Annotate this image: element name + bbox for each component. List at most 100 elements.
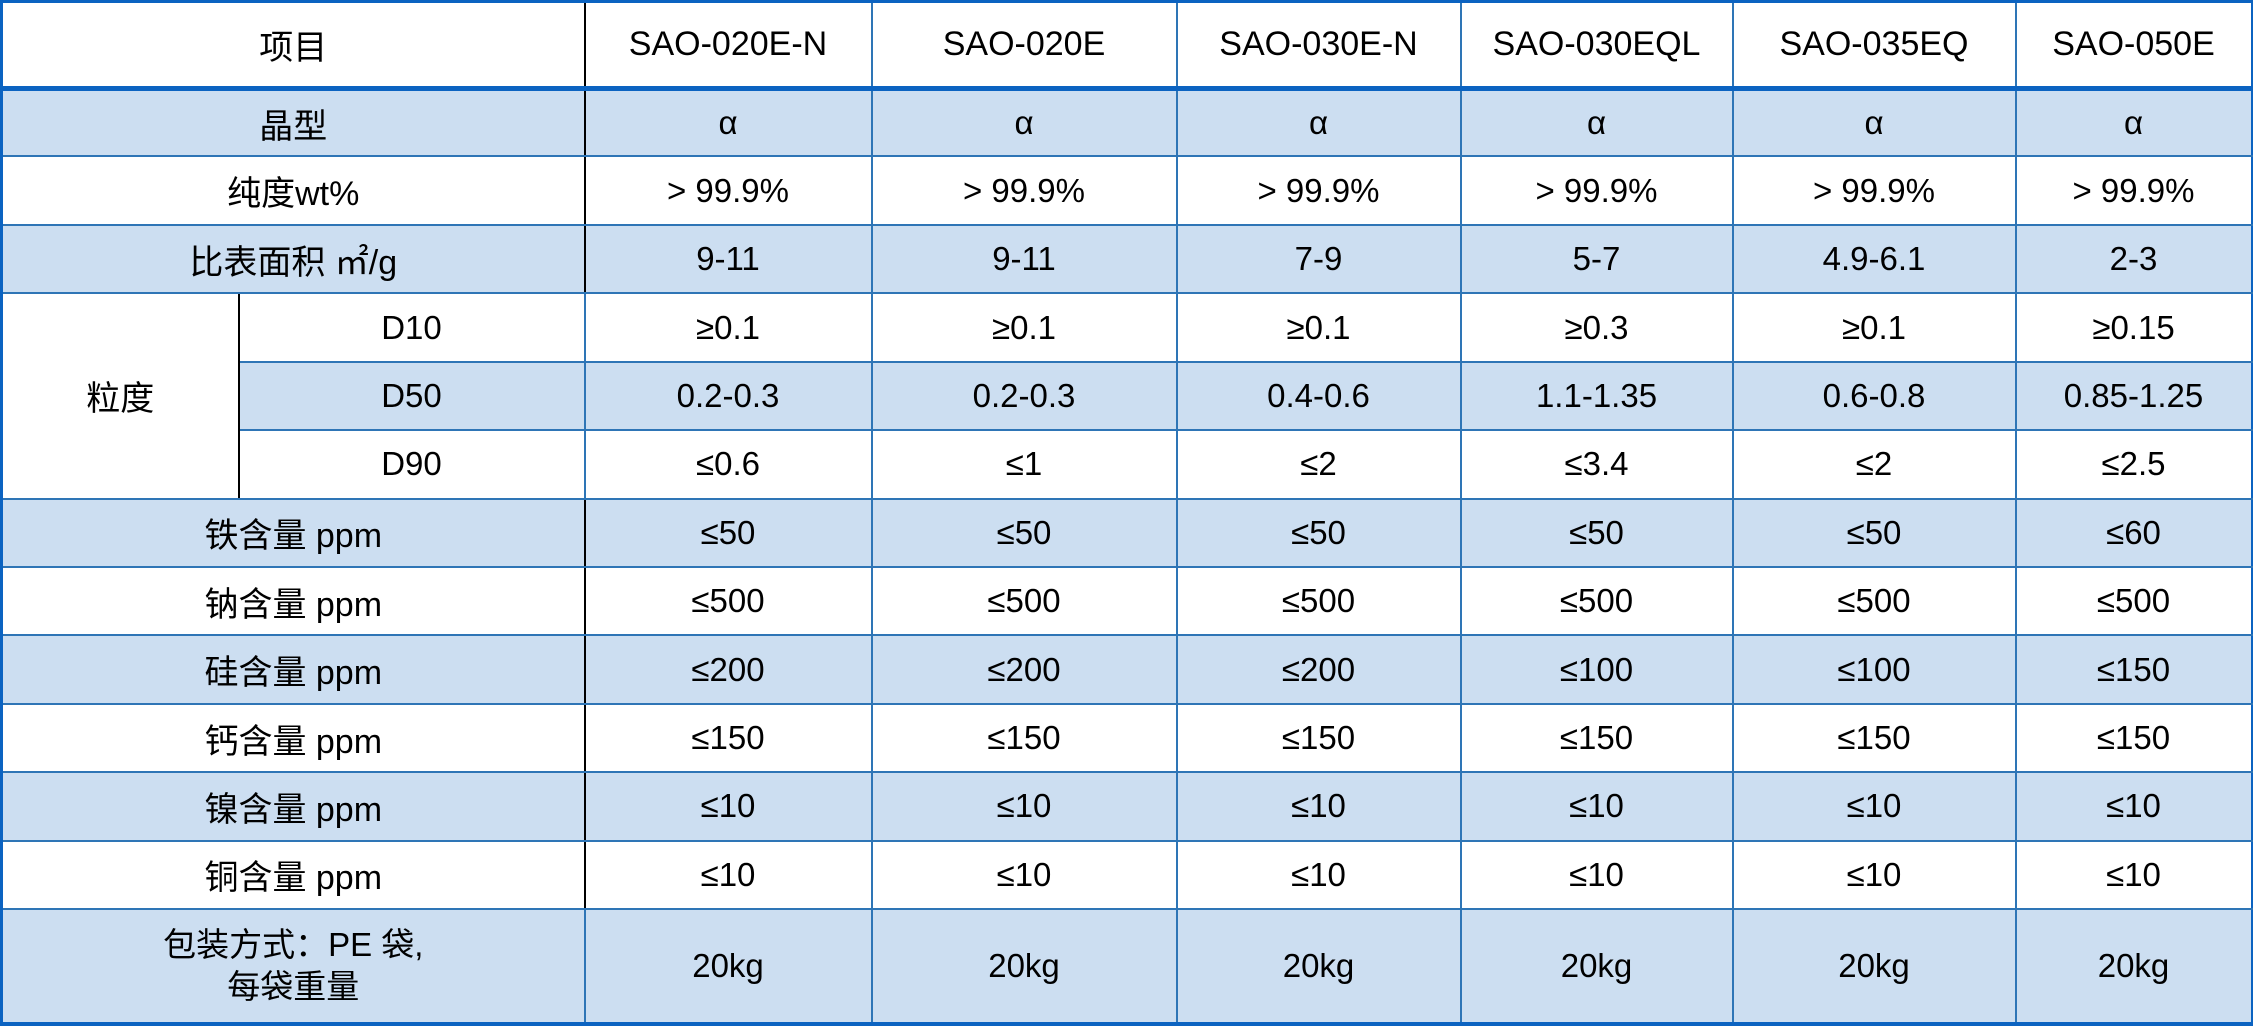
- spec-cell: ≤10: [2014, 771, 2253, 842]
- spec-cell: ≤2: [1731, 429, 2017, 500]
- spec-cell: ≤10: [583, 839, 873, 911]
- spec-cell: ≤500: [1731, 565, 2017, 637]
- spec-cell: ≤150: [2014, 634, 2253, 705]
- spec-cell: ≤60: [2014, 497, 2253, 569]
- spec-cell: ≤10: [1175, 839, 1462, 911]
- spec-cell: > 99.9%: [1459, 155, 1734, 226]
- row-iron-content: 铁含量 ppm ≤50 ≤50 ≤50 ≤50 ≤50 ≤60: [0, 497, 2253, 569]
- packaging-label-line1: 包装方式：PE 袋,: [163, 925, 424, 963]
- row-crystal-type: 晶型 α α α α α α: [0, 87, 2253, 158]
- row-label: 纯度wt%: [0, 155, 586, 226]
- spec-cell: ≤100: [1731, 634, 2017, 705]
- row-label: 铜含量 ppm: [0, 839, 586, 911]
- spec-cell: ≤500: [870, 565, 1178, 637]
- spec-cell: ≤10: [1731, 771, 2017, 842]
- spec-cell: ≤500: [2014, 565, 2253, 637]
- row-label: 钠含量 ppm: [0, 565, 586, 637]
- spec-cell: ≤10: [2014, 839, 2253, 911]
- spec-cell: ≥0.1: [583, 292, 873, 363]
- row-purity: 纯度wt% > 99.9% > 99.9% > 99.9% > 99.9% > …: [0, 155, 2253, 226]
- row-nickel-content: 镍含量 ppm ≤10 ≤10 ≤10 ≤10 ≤10 ≤10: [0, 771, 2253, 842]
- row-calcium-content: 钙含量 ppm ≤150 ≤150 ≤150 ≤150 ≤150 ≤150: [0, 702, 2253, 774]
- spec-cell: ≤10: [870, 771, 1178, 842]
- spec-cell: ≤50: [1731, 497, 2017, 569]
- spec-cell: ≤500: [583, 565, 873, 637]
- row-copper-content: 铜含量 ppm ≤10 ≤10 ≤10 ≤10 ≤10 ≤10: [0, 839, 2253, 911]
- spec-cell: ≤2.5: [2014, 429, 2253, 500]
- spec-cell: 20kg: [870, 908, 1178, 1026]
- row-packaging: 包装方式：PE 袋, 每袋重量 20kg 20kg 20kg 20kg 20kg…: [0, 908, 2253, 1026]
- spec-cell: 9-11: [870, 223, 1178, 295]
- spec-cell: α: [1731, 87, 2017, 158]
- spec-cell: > 99.9%: [1175, 155, 1462, 226]
- spec-cell: > 99.9%: [1731, 155, 2017, 226]
- spec-cell: ≤10: [1731, 839, 2017, 911]
- spec-cell: ≥0.3: [1459, 292, 1734, 363]
- column-header-sao-035eq: SAO-035EQ: [1731, 0, 2017, 91]
- spec-cell: ≤150: [1175, 702, 1462, 774]
- row-particle-d50: D50 0.2-0.3 0.2-0.3 0.4-0.6 1.1-1.35 0.6…: [2, 360, 2253, 432]
- sub-row-label-d10: D10: [237, 292, 586, 363]
- row-surface-area: 比表面积 ㎡/g 9-11 9-11 7-9 5-7 4.9-6.1 2-3: [0, 223, 2253, 295]
- spec-cell: 1.1-1.35: [1459, 360, 1734, 432]
- spec-cell: ≤3.4: [1459, 429, 1734, 500]
- spec-cell: ≤10: [1175, 771, 1462, 842]
- column-header-sao-020e-n: SAO-020E-N: [583, 0, 873, 91]
- spec-cell: ≤10: [870, 839, 1178, 911]
- spec-cell: 4.9-6.1: [1731, 223, 2017, 295]
- spec-cell: ≤150: [1459, 702, 1734, 774]
- spec-cell: ≤100: [1459, 634, 1734, 705]
- spec-cell: 2-3: [2014, 223, 2253, 295]
- spec-cell: ≤0.6: [583, 429, 873, 500]
- spec-cell: ≤150: [2014, 702, 2253, 774]
- spec-cell: ≥0.15: [2014, 292, 2253, 363]
- spec-cell: ≤150: [1731, 702, 2017, 774]
- spec-cell: 20kg: [2014, 908, 2253, 1026]
- particle-size-label: 粒度: [0, 292, 240, 500]
- spec-cell: 9-11: [583, 223, 873, 295]
- spec-cell: 0.85-1.25: [2014, 360, 2253, 432]
- spec-cell: ≤200: [583, 634, 873, 705]
- row-silicon-content: 硅含量 ppm ≤200 ≤200 ≤200 ≤100 ≤100 ≤150: [0, 634, 2253, 705]
- spec-cell: 20kg: [1731, 908, 2017, 1026]
- spec-cell: ≤500: [1459, 565, 1734, 637]
- header-item-cell: 项目: [0, 0, 586, 91]
- column-header-sao-050e: SAO-050E: [2014, 0, 2253, 91]
- spec-cell: ≤200: [1175, 634, 1462, 705]
- spec-cell: α: [1175, 87, 1462, 158]
- spec-cell: ≤50: [870, 497, 1178, 569]
- spec-cell: ≤1: [870, 429, 1178, 500]
- spec-cell: 5-7: [1459, 223, 1734, 295]
- row-sodium-content: 钠含量 ppm ≤500 ≤500 ≤500 ≤500 ≤500 ≤500: [0, 565, 2253, 637]
- spec-cell: 20kg: [583, 908, 873, 1026]
- spec-cell: α: [2014, 87, 2253, 158]
- row-particle-d10: 粒度 D10 ≥0.1 ≥0.1 ≥0.1 ≥0.3 ≥0.1 ≥0.15: [0, 292, 2253, 500]
- spec-cell: > 99.9%: [583, 155, 873, 226]
- spec-cell: α: [1459, 87, 1734, 158]
- packaging-label-line2: 每袋重量: [227, 968, 360, 1006]
- spec-cell: 0.2-0.3: [870, 360, 1178, 432]
- column-header-sao-030e-n: SAO-030E-N: [1175, 0, 1462, 91]
- spec-cell: 0.6-0.8: [1731, 360, 2017, 432]
- sub-row-label-d50: D50: [237, 360, 586, 432]
- spec-cell: 0.2-0.3: [583, 360, 873, 432]
- spec-cell: ≤150: [870, 702, 1178, 774]
- spec-cell: ≤10: [1459, 771, 1734, 842]
- spec-cell: 7-9: [1175, 223, 1462, 295]
- spec-cell: ≤500: [1175, 565, 1462, 637]
- spec-cell: α: [583, 87, 873, 158]
- row-label: 硅含量 ppm: [0, 634, 586, 705]
- spec-cell: > 99.9%: [870, 155, 1178, 226]
- spec-cell: > 99.9%: [2014, 155, 2253, 226]
- column-header-sao-020e: SAO-020E: [870, 0, 1178, 91]
- spec-cell: ≤50: [583, 497, 873, 569]
- row-label: 比表面积 ㎡/g: [0, 223, 586, 295]
- column-header-sao-030eql: SAO-030EQL: [1459, 0, 1734, 91]
- spec-cell: ≥0.1: [870, 292, 1178, 363]
- spec-cell: ≤200: [870, 634, 1178, 705]
- row-particle-d90: D90 ≤0.6 ≤1 ≤2 ≤3.4 ≤2 ≤2.5: [2, 429, 2253, 500]
- row-label: 晶型: [0, 87, 586, 158]
- packaging-label: 包装方式：PE 袋, 每袋重量: [0, 908, 586, 1026]
- spec-cell: ≤10: [583, 771, 873, 842]
